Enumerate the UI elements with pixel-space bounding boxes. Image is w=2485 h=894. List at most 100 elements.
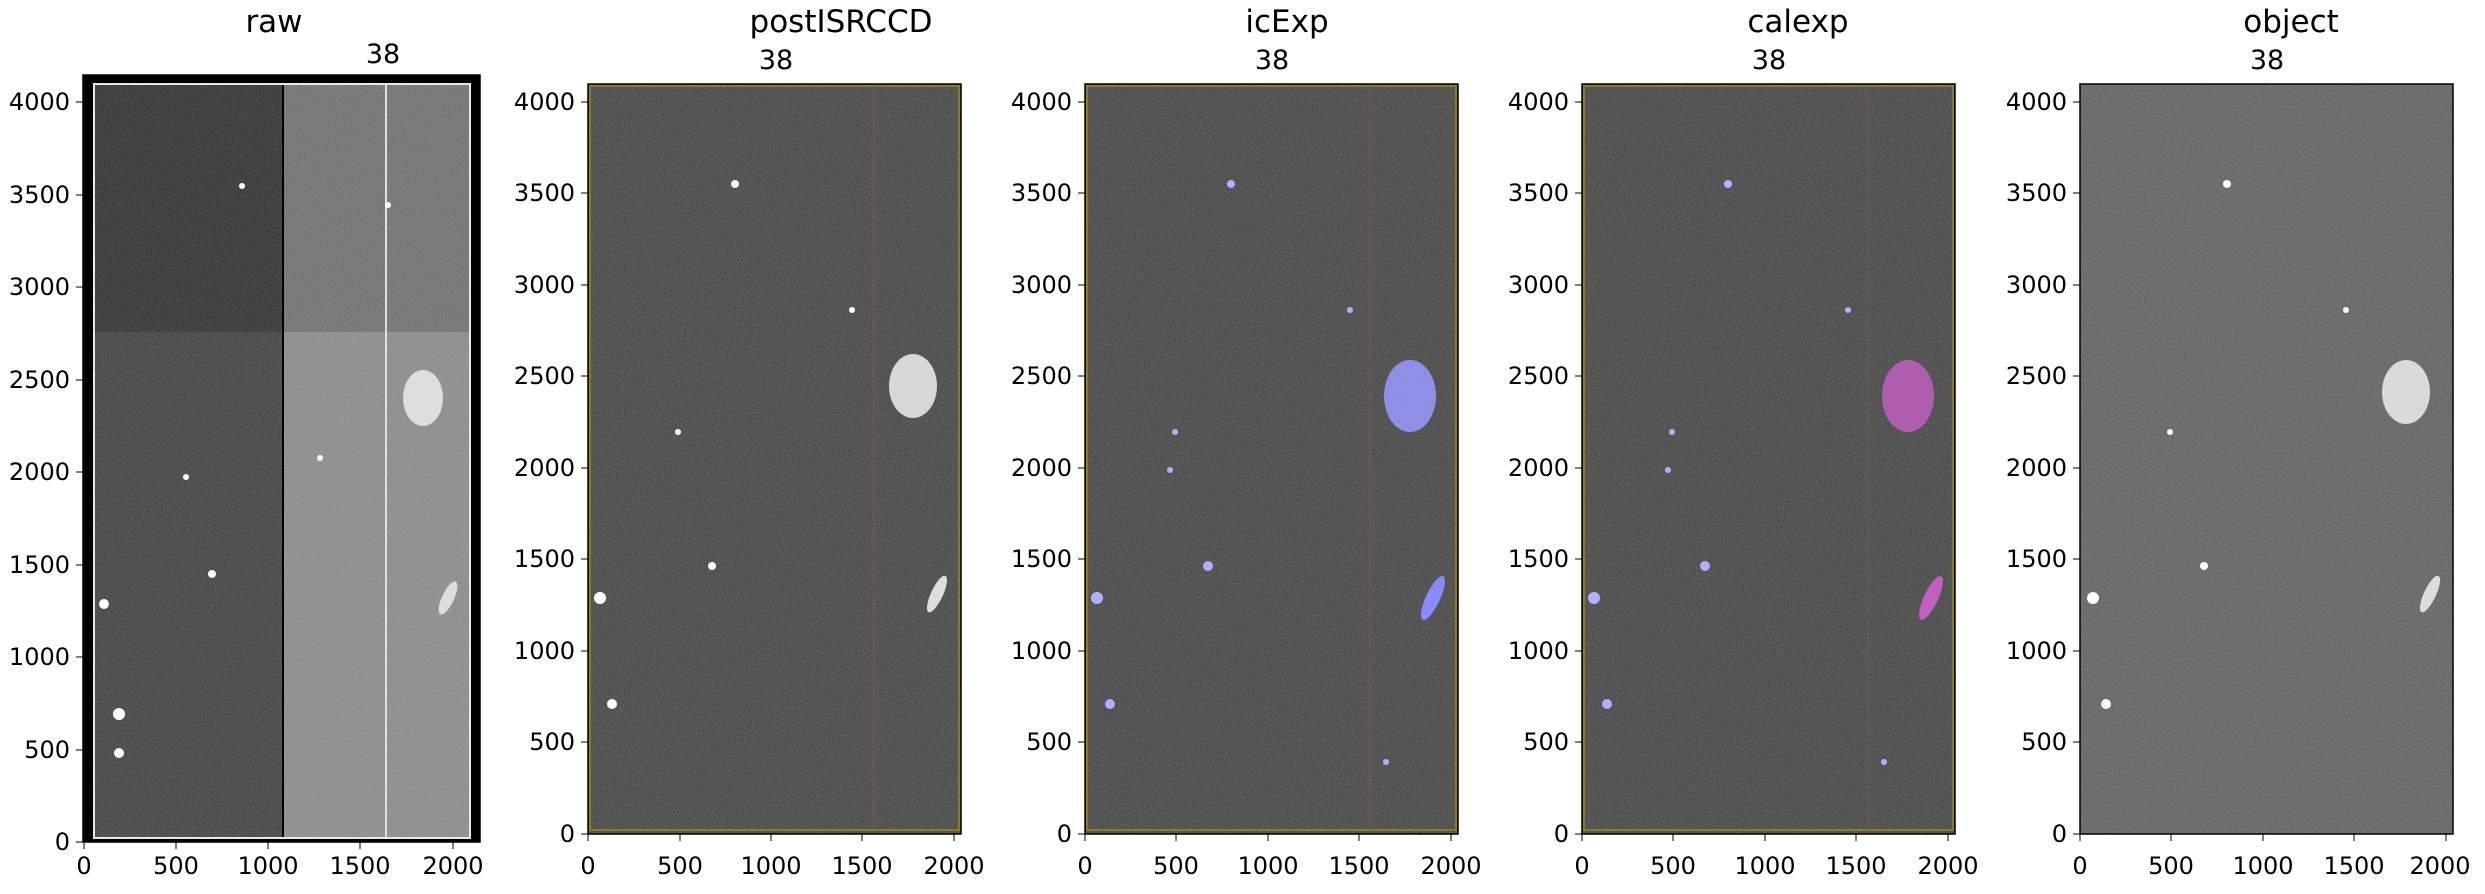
y-tick: 0 bbox=[55, 828, 83, 856]
y-tick: 1000 bbox=[1508, 637, 1582, 665]
y-tick: 2500 bbox=[514, 362, 588, 390]
y-tick-label: 3000 bbox=[2006, 271, 2067, 299]
y-tick-label: 2000 bbox=[514, 454, 575, 482]
y-axis: 0 500 1000 1500 2000 2500 3000 3500 4000 bbox=[1508, 88, 1582, 848]
y-tick: 0 bbox=[1057, 820, 1085, 848]
y-tick: 2500 bbox=[1508, 362, 1582, 390]
y-tick: 500 bbox=[24, 736, 83, 764]
y-axis: 0 500 1000 1500 2000 2500 3000 3500 4000 bbox=[514, 88, 588, 848]
x-tick: 1000 bbox=[237, 842, 299, 880]
x-tick: 1500 bbox=[1328, 834, 1390, 880]
x-tick-label: 1500 bbox=[831, 852, 892, 880]
y-tick: 4000 bbox=[1508, 88, 1582, 116]
y-tick: 1000 bbox=[514, 637, 588, 665]
y-tick-label: 3000 bbox=[514, 271, 575, 299]
x-tick-label: 2000 bbox=[2409, 852, 2470, 880]
y-tick: 2000 bbox=[1011, 454, 1085, 482]
y-tick-label: 4000 bbox=[514, 88, 575, 116]
y-tick-label: 3500 bbox=[2006, 179, 2067, 207]
y-tick: 2000 bbox=[9, 458, 83, 486]
x-tick-label: 500 bbox=[153, 852, 199, 880]
y-tick-label: 0 bbox=[1554, 820, 1569, 848]
y-tick: 3000 bbox=[1508, 271, 1582, 299]
x-tick: 0 bbox=[2072, 834, 2088, 880]
x-tick: 500 bbox=[2148, 834, 2194, 880]
x-tick-label: 500 bbox=[2148, 852, 2194, 880]
y-tick-label: 2500 bbox=[514, 362, 575, 390]
panel-title: icExp bbox=[1245, 4, 1328, 40]
x-tick-label: 1000 bbox=[740, 852, 801, 880]
y-tick: 4000 bbox=[1011, 88, 1085, 116]
y-tick-label: 2000 bbox=[2006, 454, 2067, 482]
y-tick-label: 500 bbox=[24, 736, 70, 764]
y-tick-label: 1000 bbox=[9, 643, 70, 671]
x-tick: 500 bbox=[1153, 834, 1199, 880]
y-tick: 0 bbox=[2052, 820, 2080, 848]
y-tick: 3000 bbox=[514, 271, 588, 299]
y-tick: 0 bbox=[560, 820, 588, 848]
y-tick-label: 4000 bbox=[9, 88, 70, 116]
y-tick: 500 bbox=[1026, 728, 1085, 756]
x-axis: 0 500 1000 1500 2000 bbox=[2072, 834, 2471, 880]
y-tick-label: 1500 bbox=[514, 545, 575, 573]
panel-object: object 38 0 500 1000 1500 2000 0 500 100… bbox=[2006, 4, 2471, 880]
x-axis: 0 500 1000 1500 2000 bbox=[580, 834, 985, 880]
x-tick: 2000 bbox=[1420, 834, 1482, 880]
y-tick: 500 bbox=[2021, 728, 2080, 756]
y-tick-label: 3500 bbox=[514, 179, 575, 207]
image-raw bbox=[83, 75, 480, 842]
x-tick: 1000 bbox=[1734, 834, 1796, 880]
x-tick: 2000 bbox=[422, 842, 484, 880]
y-tick-label: 2500 bbox=[9, 366, 70, 394]
y-tick: 4000 bbox=[514, 88, 588, 116]
x-tick: 1500 bbox=[329, 842, 391, 880]
axes-frame bbox=[1084, 83, 1459, 835]
y-tick: 1500 bbox=[514, 545, 588, 573]
y-tick-label: 1000 bbox=[2006, 637, 2067, 665]
y-tick: 3000 bbox=[9, 273, 83, 301]
panel-calexp: calexp 38 0 500 1000 1500 2000 0 500 100… bbox=[1508, 4, 1979, 880]
panel-title: object bbox=[2243, 4, 2339, 40]
y-tick-label: 1000 bbox=[1011, 637, 1072, 665]
y-tick-label: 1000 bbox=[514, 637, 575, 665]
y-tick: 0 bbox=[1554, 820, 1582, 848]
x-tick: 500 bbox=[657, 834, 703, 880]
image-object bbox=[2080, 84, 2453, 834]
y-axis: 0 500 1000 1500 2000 2500 3000 3500 4000 bbox=[9, 88, 83, 856]
x-tick: 1000 bbox=[2232, 834, 2294, 880]
y-tick-label: 500 bbox=[2021, 728, 2067, 756]
y-tick-label: 3500 bbox=[1508, 179, 1569, 207]
axes-frame bbox=[1581, 83, 1956, 835]
y-tick-label: 4000 bbox=[1011, 88, 1072, 116]
y-tick: 2000 bbox=[2006, 454, 2080, 482]
panel-raw: raw 38 0 500 1000 1500 2000 bbox=[9, 4, 484, 880]
y-tick-label: 1500 bbox=[1508, 545, 1569, 573]
y-tick-label: 3000 bbox=[1011, 271, 1072, 299]
x-axis: 0 500 1000 1500 2000 bbox=[1077, 834, 1482, 880]
x-tick-label: 1500 bbox=[1328, 852, 1389, 880]
y-tick: 3500 bbox=[2006, 179, 2080, 207]
y-tick: 3000 bbox=[1011, 271, 1085, 299]
y-tick-label: 3000 bbox=[1508, 271, 1569, 299]
x-tick-label: 0 bbox=[76, 852, 91, 880]
x-tick-label: 2000 bbox=[1420, 852, 1481, 880]
y-tick-label: 3500 bbox=[9, 181, 70, 209]
y-tick: 1000 bbox=[2006, 637, 2080, 665]
x-tick: 2000 bbox=[923, 834, 985, 880]
y-tick-label: 2000 bbox=[9, 458, 70, 486]
detector-label: 38 bbox=[2250, 45, 2284, 76]
x-tick: 500 bbox=[1650, 834, 1696, 880]
y-tick: 500 bbox=[1523, 728, 1582, 756]
y-tick: 4000 bbox=[9, 88, 83, 116]
y-tick: 2500 bbox=[1011, 362, 1085, 390]
x-tick: 0 bbox=[76, 842, 92, 880]
x-tick-label: 0 bbox=[580, 852, 595, 880]
x-tick-label: 2000 bbox=[1917, 852, 1978, 880]
x-tick-label: 1000 bbox=[237, 852, 298, 880]
x-tick: 2000 bbox=[1917, 834, 1979, 880]
y-tick-label: 1500 bbox=[9, 551, 70, 579]
x-tick-label: 1000 bbox=[1734, 852, 1795, 880]
image-icexp bbox=[1085, 84, 1458, 834]
x-tick: 1500 bbox=[1825, 834, 1887, 880]
